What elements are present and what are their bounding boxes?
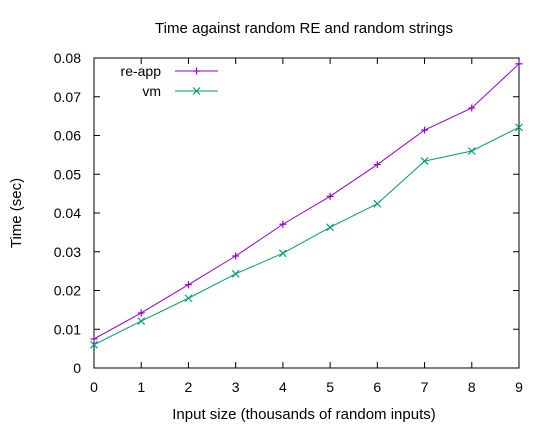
- legend-label: re-app: [121, 63, 162, 79]
- x-tick-label: 3: [232, 379, 240, 395]
- y-axis-label: Time (sec): [8, 178, 25, 248]
- data-point: [232, 253, 239, 260]
- x-tick-label: 9: [515, 379, 523, 395]
- series-line: [94, 127, 519, 344]
- data-point: [138, 309, 145, 316]
- x-tick-label: 5: [326, 379, 334, 395]
- y-tick-label: 0.06: [54, 128, 81, 144]
- data-point: [279, 250, 286, 257]
- y-tick-label: 0: [73, 360, 81, 376]
- chart-title: Time against random RE and random string…: [155, 20, 453, 37]
- data-point: [327, 224, 334, 231]
- legend-marker: [193, 68, 200, 75]
- data-point: [374, 161, 381, 168]
- data-point: [421, 158, 428, 165]
- x-tick-label: 1: [137, 379, 145, 395]
- data-point: [91, 335, 98, 342]
- data-point: [279, 221, 286, 228]
- data-point: [468, 148, 475, 155]
- y-tick-label: 0.04: [54, 205, 81, 221]
- y-tick-label: 0.05: [54, 166, 81, 182]
- data-point: [327, 193, 334, 200]
- data-point: [185, 295, 192, 302]
- y-tick-label: 0.07: [54, 89, 81, 105]
- y-tick-label: 0.02: [54, 283, 81, 299]
- y-tick-label: 0.08: [54, 50, 81, 66]
- y-tick-label: 0.03: [54, 244, 81, 260]
- series-group: [91, 60, 523, 348]
- series-line: [94, 64, 519, 339]
- data-point: [232, 270, 239, 277]
- series-re-app: [91, 60, 523, 342]
- data-point: [374, 200, 381, 207]
- data-point: [421, 127, 428, 134]
- legend: re-app vm: [121, 63, 218, 99]
- x-tick-label: 6: [373, 379, 381, 395]
- data-point: [138, 318, 145, 325]
- series-vm: [91, 124, 523, 348]
- tick-labels: 0 1 2 3 4 5 6 7 8 9 0 0.01 0.02 0.03 0.04 0.05 0.06 0.07 0…: [54, 50, 523, 395]
- x-tick-label: 0: [90, 379, 98, 395]
- x-tick-label: 2: [185, 379, 193, 395]
- data-point: [185, 281, 192, 288]
- x-axis-label: Input size (thousands of random inputs): [172, 406, 435, 423]
- x-tick-label: 8: [468, 379, 476, 395]
- legend-label: vm: [142, 83, 161, 99]
- x-tick-label: 4: [279, 379, 287, 395]
- x-tick-label: 7: [421, 379, 429, 395]
- plot-border: [94, 58, 519, 368]
- y-tick-label: 0.01: [54, 321, 81, 337]
- plot-frame: [94, 58, 519, 368]
